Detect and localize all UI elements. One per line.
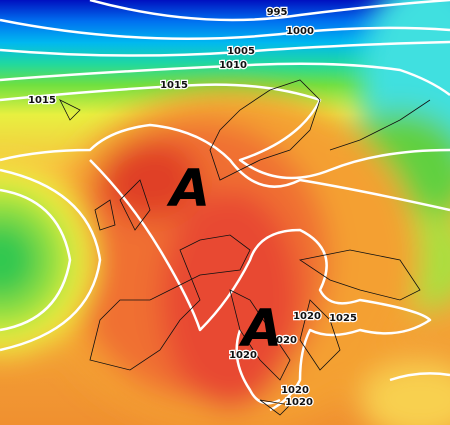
- isobar-label: 1025: [329, 313, 357, 324]
- pressure-center: A: [166, 159, 210, 219]
- pressure-center: A: [238, 299, 282, 359]
- isobar-label: 1000: [286, 26, 314, 37]
- isobar-label: 995: [267, 7, 288, 18]
- isobar-label: 1020: [281, 385, 309, 396]
- isobars: [0, 0, 450, 410]
- isobar-label: 1020: [229, 350, 257, 361]
- isobar-label: 1020: [293, 311, 321, 322]
- isobar-label: 1010: [219, 60, 247, 71]
- isobar-label: 1015: [160, 80, 188, 91]
- coastlines: [59, 79, 431, 416]
- isobar-label: 1020: [285, 397, 313, 408]
- isobar-label: 1020: [269, 335, 297, 346]
- isobar-label: 1015: [28, 95, 56, 106]
- isobar-label: 1005: [227, 46, 255, 57]
